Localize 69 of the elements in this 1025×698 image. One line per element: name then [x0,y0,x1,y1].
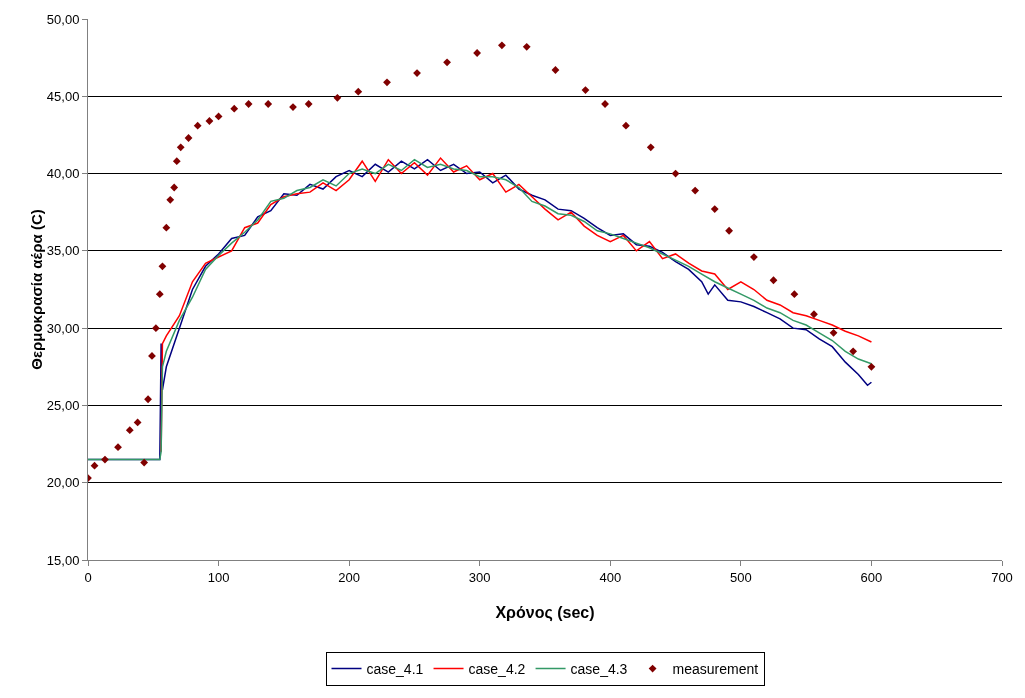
y-tick-label: 30,00 [46,320,80,336]
point [90,461,99,470]
point [172,157,181,166]
point [214,112,223,121]
point [152,324,160,333]
point [166,195,175,204]
point [184,134,193,142]
point [646,143,655,152]
y-axis-title: Θερμοκρασία αέρα (C) [27,209,45,370]
legend-label: measurement [672,661,759,678]
point [244,100,253,108]
point [867,362,876,371]
point [790,290,799,299]
point [829,328,838,337]
point [710,205,719,214]
x-tick-label: 600 [860,569,883,585]
point [498,41,506,50]
point [849,347,858,356]
x-tick-label: 0 [84,569,92,585]
point [289,103,297,112]
point [140,458,149,467]
point [133,418,142,427]
point [264,100,273,108]
y-tick-label: 35,00 [46,243,80,259]
point [769,276,778,285]
point [162,223,171,232]
point [333,93,342,102]
point [622,121,630,130]
x-tick-label: 300 [468,569,491,585]
legend-label: case_4.3 [570,661,628,678]
point [443,58,451,67]
point [155,290,164,299]
point [170,183,179,192]
point [473,49,481,57]
point [413,69,421,77]
y-tick-label: 40,00 [46,166,80,182]
point [101,455,109,464]
point [383,78,391,87]
point [205,117,214,125]
point [725,226,734,235]
y-tick-label: 15,00 [46,552,80,568]
point [125,426,134,435]
legend-label: case_4.2 [468,661,526,678]
y-tick-label: 50,00 [46,11,80,27]
point [551,66,560,74]
x-tick-label: 700 [991,569,1013,585]
point [691,186,700,195]
point [144,395,152,404]
point [193,121,202,130]
x-tick-label: 200 [338,569,360,585]
point [158,262,167,271]
x-tick-label: 100 [207,569,230,585]
y-tick-label: 20,00 [46,475,80,491]
x-tick-label: 400 [599,569,622,585]
y-tick-label: 25,00 [46,397,80,413]
y-tick-label: 45,00 [46,88,80,104]
point [304,100,313,108]
point [522,42,531,51]
legend-label: case_4.1 [366,661,424,678]
point [354,87,363,96]
point [114,443,122,452]
point [581,86,590,94]
point [750,253,758,261]
x-axis-title: Χρόνος (sec) [495,604,595,622]
point [230,104,239,113]
point [671,169,680,178]
point [176,143,185,152]
point [810,310,818,319]
x-tick-label: 500 [730,569,752,585]
